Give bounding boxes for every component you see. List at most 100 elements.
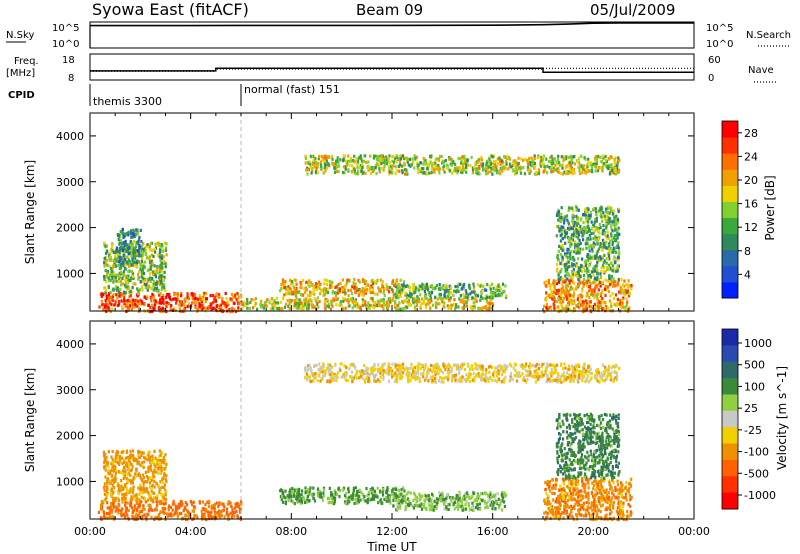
rti-cell [362,497,365,501]
rti-cell [485,161,488,165]
rti-cell [133,256,136,260]
rti-cell [387,493,390,497]
rti-cell [390,164,393,168]
rti-cell [140,240,143,244]
rti-cell [378,287,381,291]
rti-cell [603,265,606,269]
rti-cell [244,303,247,307]
rti-cell [569,308,572,312]
rti-cell [134,472,137,476]
rti-cell [600,299,603,303]
rti-cell [613,257,616,261]
rti-cell [120,471,123,475]
rti-cell [594,169,597,173]
rti-cell [597,169,600,173]
rti-cell [193,293,197,297]
rti-cell [420,161,423,165]
rti-cell [344,286,347,290]
rti-cell [186,509,189,513]
rti-cell [146,268,149,272]
rti-cell [581,234,584,238]
rti-cell [129,488,132,492]
rti-cell [103,499,106,503]
rti-cell [496,294,499,298]
rti-cell [124,262,127,266]
rti-cell [593,164,596,168]
rti-cell [126,249,129,253]
rti-cell [391,279,394,283]
rti-cell [617,266,620,270]
rti-cell [593,268,596,273]
rti-cell [135,493,138,497]
rti-cell [145,489,148,493]
rti-cell [597,288,600,292]
rti-cell [427,302,430,306]
rti-cell [568,279,571,283]
rti-cell [601,219,604,223]
rti-cell [461,171,464,175]
rti-cell [156,503,159,507]
rti-cell [236,299,239,303]
rti-cell [623,306,626,310]
rti-cell [585,281,589,285]
rti-cell [306,303,309,307]
rti-cell [201,507,204,511]
rti-cell [431,286,435,290]
rti-cell [544,168,547,172]
rti-cell [604,235,607,239]
rti-cell [242,300,245,304]
rti-cell [153,303,157,307]
rti-cell [287,498,290,503]
rti-cell [332,498,335,502]
rti-cell [388,494,391,498]
rti-cell [343,171,346,175]
rti-cell [407,303,411,307]
rti-cell [530,160,533,164]
rti-cell [227,513,230,517]
rti-cell [472,166,476,170]
rti-cell [324,297,327,301]
rti-cell [111,270,114,274]
rti-cell [304,154,307,158]
rti-cell [124,234,127,238]
rti-cell [589,273,592,277]
rti-cell [141,464,144,468]
rti-cell [141,253,144,257]
rti-cell [119,294,122,298]
rti-cell [135,264,138,268]
rti-cell [576,264,579,268]
rti-cell [576,231,579,235]
rti-cell [562,246,565,250]
rti-cell [126,455,129,460]
rti-cell [111,478,114,483]
rti-cell [110,462,113,466]
rti-cell [141,279,144,283]
rti-cell [387,297,390,301]
rti-cell [154,250,157,254]
rti-cell [618,168,621,172]
rti-cell [447,290,450,294]
rti-cell [575,208,578,212]
rti-cell [97,510,101,514]
rti-cell [162,277,165,281]
freq-frame [89,53,695,81]
rti-cell [412,291,416,295]
rti-cell [151,470,155,474]
rti-cell [146,295,149,299]
rti-cell [399,294,402,298]
rti-cell [129,304,132,308]
rti-cell [593,302,596,306]
rti-cell [115,251,118,256]
rti-cell [186,292,189,296]
rti-cell [605,159,609,163]
rti-cell [218,304,221,308]
rti-cell [356,165,359,169]
rti-cell [311,169,314,173]
rti-cell [145,256,148,260]
rti-cell [501,169,504,173]
rti-cell [171,508,174,512]
rti-cell [110,487,113,491]
rti-cell [358,156,361,160]
rti-cell [487,171,490,175]
rti-cell [373,497,376,501]
